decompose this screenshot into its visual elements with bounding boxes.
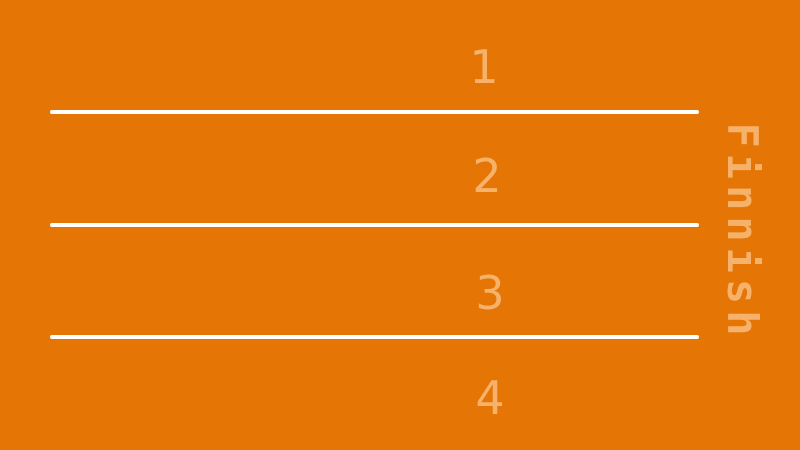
lane-number-1: 1	[469, 40, 499, 94]
lane-divider-2	[50, 223, 699, 227]
lane-number-3: 3	[475, 266, 505, 320]
lane-number-2: 2	[472, 149, 502, 203]
lane-divider-3	[50, 335, 699, 339]
lane-number-4: 4	[475, 371, 505, 425]
finish-label: Finnish	[718, 122, 767, 342]
lane-divider-1	[50, 110, 699, 114]
